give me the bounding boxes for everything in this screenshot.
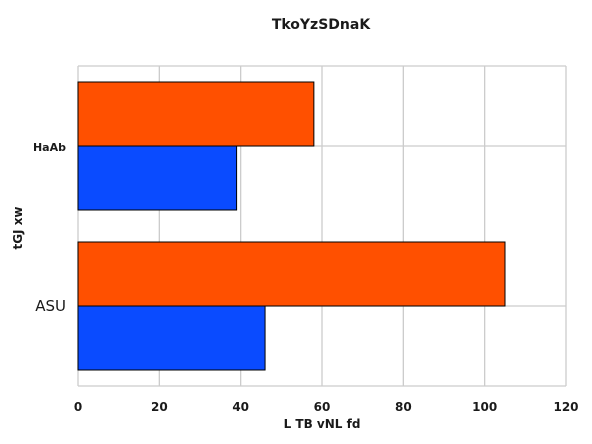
- bar-haab-series-1: [77, 145, 238, 211]
- x-tick-label: 60: [314, 400, 331, 414]
- x-tick-label: 20: [151, 400, 168, 414]
- y-tick-label-asu: ASU: [35, 297, 66, 315]
- x-tick-label: 100: [472, 400, 497, 414]
- bars: [77, 81, 506, 371]
- bar-asu-series-1: [77, 305, 266, 371]
- y-axis-label: tGJ xw: [11, 206, 25, 249]
- x-axis-label: L TB vNL fd: [284, 417, 361, 431]
- x-tick-label: 120: [553, 400, 578, 414]
- bar-haab-series-2: [77, 81, 315, 147]
- bar-asu-series-2: [77, 241, 506, 307]
- x-tick-label: 0: [74, 400, 82, 414]
- y-tick-labels: ASU HaAb: [33, 141, 66, 315]
- chart-title: TkoYzSDnaK: [272, 17, 372, 33]
- y-tick-label-haab: HaAb: [33, 141, 66, 154]
- x-tick-label: 40: [232, 400, 249, 414]
- x-tick-label: 80: [395, 400, 412, 414]
- x-tick-labels: 0 20 40 60 80 100 120: [74, 400, 579, 414]
